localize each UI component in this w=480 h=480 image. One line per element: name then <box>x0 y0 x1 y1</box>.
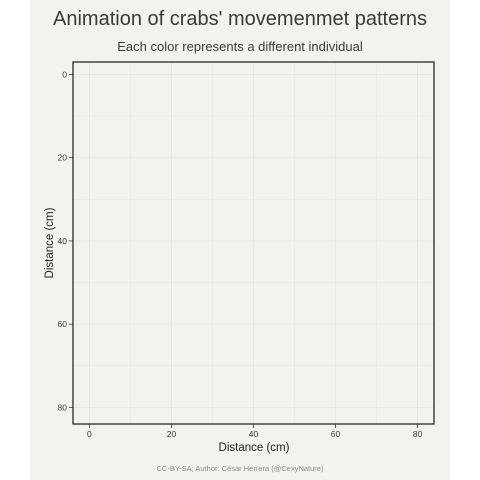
x-tick-label: 40 <box>249 429 259 439</box>
chart-caption: CC-BY-SA; Author: César Herrera (@CexyNa… <box>156 464 324 473</box>
y-axis-title: Distance (cm) <box>44 207 56 278</box>
y-tick-label: 0 <box>62 69 67 79</box>
x-axis: 0 20 40 60 80 <box>87 424 423 439</box>
x-tick-label: 60 <box>331 429 341 439</box>
gridlines <box>73 62 434 424</box>
x-tick-label: 80 <box>413 429 423 439</box>
x-tick-label: 20 <box>167 429 177 439</box>
chart-background: Animation of crabs' movemenmet patterns … <box>30 0 450 480</box>
x-axis-title: Distance (cm) <box>219 442 290 454</box>
y-axis: 0 20 40 60 80 <box>58 69 73 412</box>
x-tick-label: 0 <box>87 429 92 439</box>
y-tick-label: 80 <box>58 402 68 412</box>
y-tick-label: 20 <box>58 153 68 163</box>
y-tick-label: 40 <box>58 236 68 246</box>
chart-subtitle: Each color represents a different indivi… <box>117 39 363 54</box>
chart-title: Animation of crabs' movemenmet patterns <box>53 8 427 30</box>
y-tick-label: 60 <box>58 319 68 329</box>
